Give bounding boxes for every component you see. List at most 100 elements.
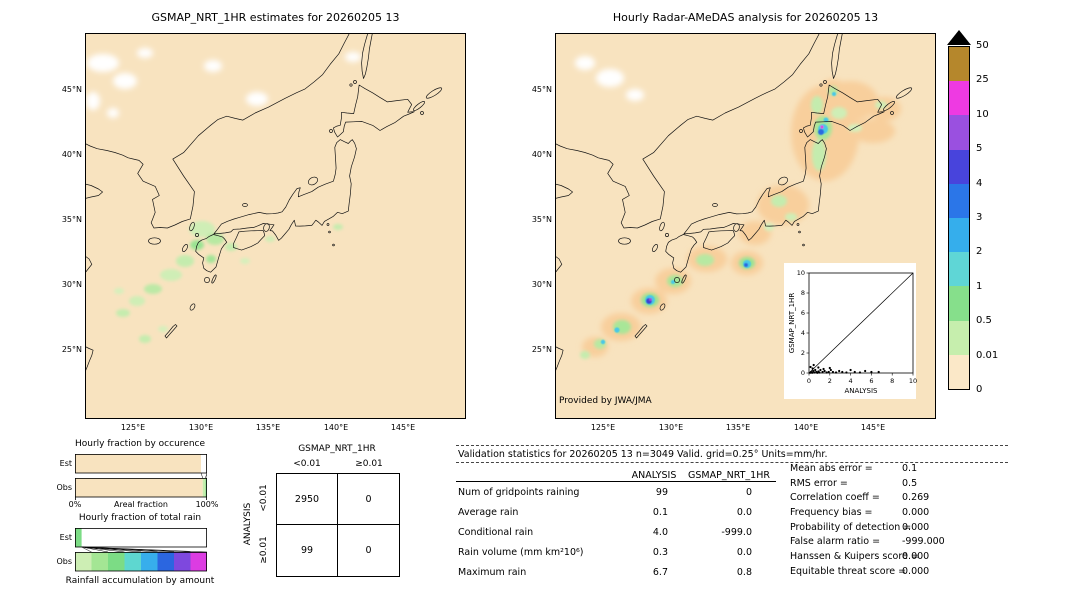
inset-plot: 0 2 4 6 8 10 0 2 4 6 8 10 [797,269,917,385]
right-map-xtick-130e: 130°E [658,423,684,432]
svg-text:10: 10 [909,377,917,385]
score-label: Frequency bias = [790,507,873,519]
score-value: 0.000 [902,521,930,533]
score-value: 0.269 [902,492,930,504]
left-map-rain-cells [114,221,343,343]
left-map-xtick-145e: 145°E [390,423,416,432]
svg-text:0: 0 [801,369,805,377]
table-row: Rain volume (mm km²10⁶) 0.3 0.0 [456,542,776,562]
svg-text:6: 6 [869,377,873,385]
right-map-xtick-135e: 135°E [725,423,751,432]
areal-fraction-label: Areal fraction [114,500,168,509]
row-gsmap-value: 0.0 [736,506,752,518]
stats-divider-top [456,445,1008,446]
total-rain-est-label: Est [59,533,72,542]
row-analysis-value: 99 [655,486,668,498]
score-label: False alarm ratio = [790,536,881,548]
svg-text:8: 8 [890,377,894,385]
right-map-rain-peaks [600,92,836,345]
contingency-col-label-2: ≥0.01 [355,459,383,469]
colorbar-labels: 50 25 10 5 4 3 2 1 0.5 0.01 0 [976,40,999,395]
total-rain-bars [75,528,207,572]
contingency-cell-11: 0 [365,545,372,556]
row-analysis-value: 6.7 [652,566,668,578]
table-row: Maximum rain 6.7 0.8 [456,562,776,582]
svg-text:10: 10 [797,269,805,277]
analysis-col-header: ANALYSIS [631,470,677,481]
svg-text:4: 4 [849,377,853,385]
right-map-xtick-140e: 140°E [793,423,819,432]
contingency-col-header: GSMAP_NRT_1HR [298,444,376,454]
inset-scatter: 0 2 4 6 8 10 0 2 4 6 8 10 ANALYSIS GSMAP_NRT_1HR [784,263,917,399]
left-map-xtick-125e: 125°E [120,423,146,432]
score-label: Probability of detection = [790,521,912,533]
contingency-grid: 2950 0 99 0 [276,473,400,577]
score-value: 0.000 [902,507,930,519]
stats-divider-mid [456,462,1008,463]
row-gsmap-value: 0 [745,486,752,498]
left-map-nodata-patches [86,48,361,118]
table-row: Num of gridpoints raining 99 0 [456,482,776,502]
contingency-row-header: ANALYSIS [243,502,253,546]
score-item: Frequency bias = 0.000 [790,507,945,522]
left-map-xtick-135e: 135°E [255,423,281,432]
validation-table: ANALYSIS GSMAP_NRT_1HR Num of gridpoints… [456,465,776,582]
right-map-ytick-40n: 40°N [531,150,552,159]
occurrence-obs-label: Obs [56,483,72,492]
gsmap-col-header: GSMAP_NRT_1HR [688,470,770,481]
occurrence-est-label: Est [59,459,72,468]
inset-ylabel: GSMAP_NRT_1HR [788,293,796,354]
score-label: Hanssen & Kuipers score = [790,551,919,563]
row-label: Rain volume (mm km²10⁶) [458,546,584,558]
inset-xlabel: ANALYSIS [844,387,878,395]
score-label: Equitable threat score = [790,565,907,577]
left-map-xtick-140e: 140°E [323,423,349,432]
areal-fraction-100: 100% [195,500,219,509]
score-list: Mean abs error = 0.1 RMS error = 0.5 Corre… [790,463,945,581]
occurrence-bars [75,454,207,500]
score-label: RMS error = [790,477,848,489]
colorbar-bar [948,46,970,390]
row-analysis-value: 4.0 [652,526,668,538]
row-label: Num of gridpoints raining [458,486,580,498]
right-map-ytick-30n: 30°N [531,280,552,289]
svg-text:4: 4 [801,329,805,337]
left-map-ytick-35n: 35°N [61,215,82,224]
score-value: 0.000 [902,551,930,563]
left-map-ytick-40n: 40°N [61,150,82,159]
validation-header: Validation statistics for 20260205 13 n=… [458,449,828,460]
total-rain-obs-label: Obs [56,557,72,566]
score-label: Mean abs error = [790,463,873,474]
row-analysis-value: 0.3 [652,546,668,558]
score-value: 0.000 [902,565,930,577]
validation-table-header: ANALYSIS GSMAP_NRT_1HR [456,465,776,482]
score-value: -999.000 [902,536,945,548]
svg-text:8: 8 [801,289,805,297]
row-gsmap-value: 0.8 [736,566,752,578]
right-map-ytick-25n: 25°N [531,345,552,354]
score-item: RMS error = 0.5 [790,478,945,493]
right-map-ytick-35n: 35°N [531,215,552,224]
validation-stats: Validation statistics for 20260205 13 n=… [456,441,1016,601]
contingency-row-label-1: <0.01 [259,484,269,512]
score-item: False alarm ratio = -999.000 [790,536,945,551]
left-map [85,33,466,419]
contingency-row-label-2: ≥0.01 [259,536,269,564]
svg-text:2: 2 [828,377,832,385]
row-analysis-value: 0.1 [652,506,668,518]
right-map: 0 2 4 6 8 10 0 2 4 6 8 10 ANALYSIS GSMAP_NRT_1HR [555,33,936,419]
left-map-ytick-30n: 30°N [61,280,82,289]
svg-text:2: 2 [801,349,805,357]
svg-text:6: 6 [801,309,805,317]
svg-text:0: 0 [807,377,811,385]
rain-accumulation-label: Rainfall accumulation by amount [65,576,215,586]
row-gsmap-value: 0.0 [736,546,752,558]
table-row: Conditional rain 4.0 -999.0 [456,522,776,542]
areal-fraction-0: 0% [68,500,82,509]
right-map-xtick-145e: 145°E [860,423,886,432]
left-map-ytick-25n: 25°N [61,345,82,354]
left-map-ytick-45n: 45°N [61,85,82,94]
credit-text: Provided by JWA/JMA [559,396,652,406]
right-map-nodata-patches [575,56,644,101]
row-gsmap-value: -999.0 [721,526,752,538]
